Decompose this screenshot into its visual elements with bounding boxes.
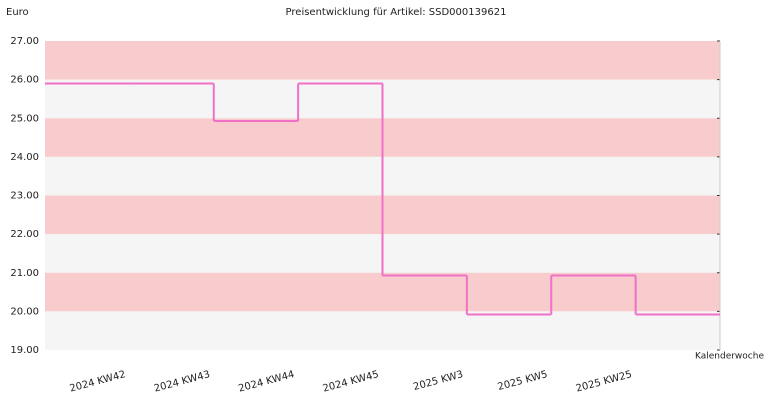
y-tick-label: 23.00 [10,191,39,202]
background-band [45,41,720,80]
y-axis-label: Euro [6,7,29,18]
y-tick-label: 21.00 [10,268,39,279]
y-tick-label: 26.00 [10,75,39,86]
y-tick-label: 25.00 [10,113,39,124]
y-tick-label: 20.00 [10,306,39,317]
x-tick-label: 2024 KW43 [153,369,211,394]
y-tick-label: 19.00 [10,345,39,356]
background-band [45,311,720,350]
x-tick-label: 2025 KW3 [412,369,464,393]
background-band [45,272,720,312]
chart-title: Preisentwicklung für Artikel: SSD0001396… [286,7,507,18]
x-tick-label: 2024 KW44 [237,369,295,394]
x-tick-label: 2025 KW25 [575,369,633,394]
x-tick-label: 2025 KW5 [497,369,549,393]
y-tick-label: 24.00 [10,152,39,163]
x-tick-label: 2024 KW45 [322,369,380,394]
x-axis-label: Kalenderwoche [695,352,764,362]
y-tick-label: 27.00 [10,36,39,47]
x-tick-label: 2024 KW42 [69,369,127,394]
step-line [45,82,720,316]
y-tick-label: 22.00 [10,229,39,240]
